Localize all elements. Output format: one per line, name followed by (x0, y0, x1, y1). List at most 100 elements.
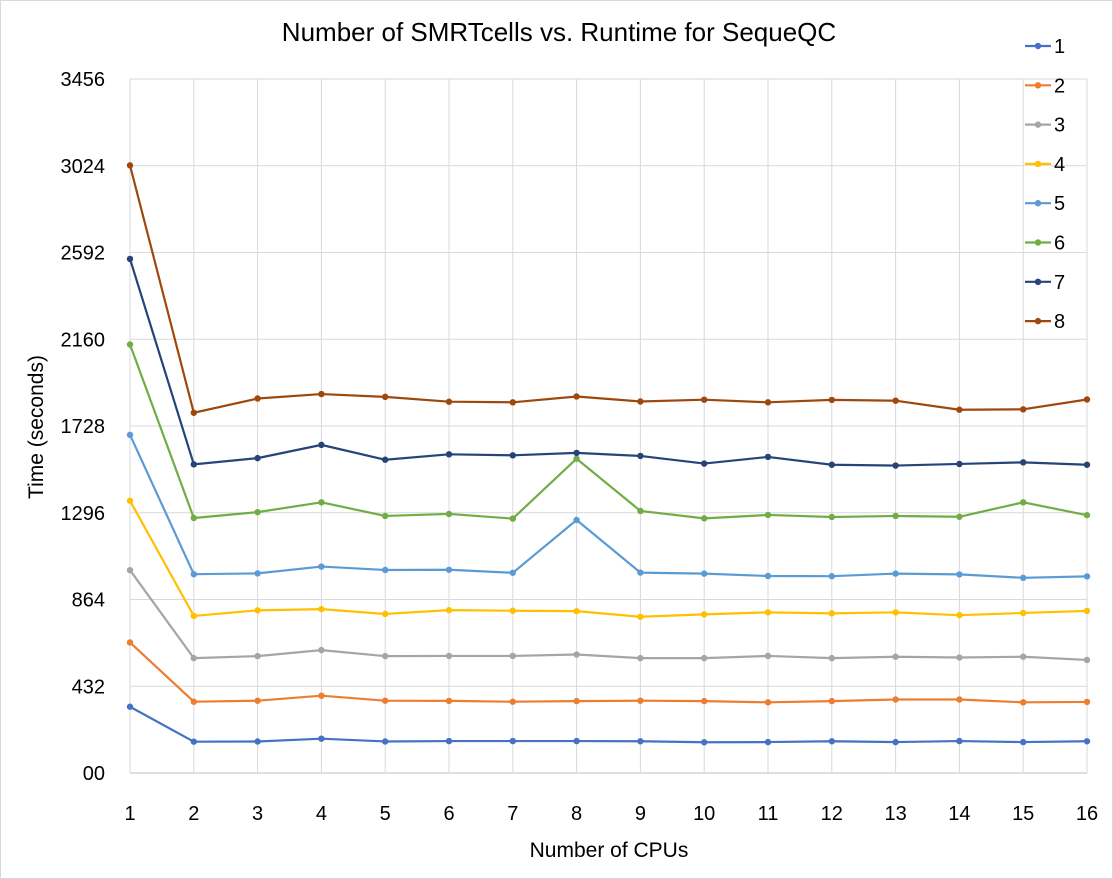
legend-item: 5 (1025, 193, 1065, 215)
data-point (892, 653, 899, 660)
data-point (701, 515, 708, 522)
x-tick-label: 5 (380, 803, 391, 825)
series-line (128, 165, 1088, 414)
data-point (637, 569, 644, 576)
data-point (445, 606, 453, 614)
data-point (382, 393, 389, 401)
series-8 (126, 162, 1091, 416)
data-point (190, 461, 197, 468)
legend-label: 8 (1054, 311, 1065, 333)
legend-item: 6 (1025, 233, 1065, 255)
data-point (892, 609, 899, 616)
y-tick-label: 1296 (61, 503, 106, 525)
data-point (701, 396, 708, 403)
data-point (1020, 609, 1027, 617)
series-2 (126, 639, 1091, 706)
y-tick-label: 1728 (61, 416, 106, 438)
legend-label: 7 (1054, 272, 1065, 294)
legend-item: 3 (1025, 115, 1065, 137)
data-point (892, 570, 899, 577)
data-point (382, 610, 389, 618)
legend-swatch-marker (1034, 42, 1042, 50)
data-point (956, 611, 963, 619)
data-point (190, 409, 197, 416)
x-tick-label: 7 (507, 803, 518, 825)
x-tick-label: 6 (443, 803, 454, 825)
data-point (509, 515, 516, 522)
y-tick-label: 3024 (61, 156, 106, 178)
data-point (318, 563, 325, 570)
data-point (318, 390, 325, 398)
data-point (1020, 459, 1027, 466)
data-point (318, 646, 325, 654)
data-point (637, 697, 644, 704)
data-point (701, 570, 708, 577)
series-6 (126, 341, 1091, 522)
y-tick-label: 2160 (61, 329, 106, 351)
legend-label: 2 (1054, 75, 1065, 97)
x-tick-label: 15 (1012, 803, 1034, 825)
data-point (126, 255, 134, 263)
y-tick-label: 00 (83, 763, 105, 785)
data-point (509, 569, 516, 576)
x-tick-label: 16 (1076, 803, 1098, 825)
data-point (956, 696, 963, 703)
data-point (318, 499, 325, 506)
y-tick-label: 432 (72, 676, 105, 698)
data-point (1083, 738, 1091, 745)
x-tick-label: 3 (252, 803, 263, 825)
data-point (701, 697, 708, 705)
legend-swatch-marker (1034, 200, 1042, 207)
legend-item: 8 (1025, 311, 1065, 333)
data-point (190, 570, 197, 578)
y-tick-label: 864 (72, 590, 105, 612)
legend-swatch-marker (1034, 82, 1042, 89)
data-point (573, 393, 580, 400)
data-point (445, 398, 453, 405)
x-tick-label: 13 (884, 803, 906, 825)
data-point (382, 512, 389, 520)
legend-item: 2 (1025, 75, 1065, 97)
data-point (1020, 699, 1027, 706)
x-tick-label: 9 (635, 803, 646, 825)
data-point (701, 611, 708, 618)
data-point (828, 654, 835, 662)
data-point (254, 652, 261, 660)
data-point (828, 513, 835, 521)
data-point (637, 452, 644, 460)
x-tick-label: 4 (316, 803, 327, 825)
data-point (126, 497, 134, 504)
data-point (892, 738, 899, 746)
data-point (126, 341, 134, 348)
legend-swatch-marker (1034, 160, 1042, 168)
data-point (382, 652, 389, 660)
data-point (637, 613, 644, 620)
legend-item: 4 (1025, 154, 1065, 176)
series-line (129, 641, 1088, 704)
data-point (701, 460, 708, 467)
data-point (254, 570, 261, 577)
legend-item: 1 (1025, 36, 1065, 58)
data-point (318, 735, 325, 742)
data-point (254, 607, 261, 614)
data-point (956, 737, 963, 745)
data-point (892, 696, 899, 703)
series-7 (126, 255, 1091, 469)
series-1 (126, 703, 1091, 746)
data-point (190, 654, 197, 662)
data-point (573, 607, 580, 615)
data-point (1083, 607, 1091, 615)
x-axis-title: Number of CPUs (530, 839, 689, 862)
data-point (126, 431, 134, 439)
series-line (129, 705, 1088, 744)
data-point (764, 572, 772, 580)
data-point (637, 738, 644, 745)
data-point (828, 461, 835, 468)
data-point (126, 639, 134, 646)
data-point (828, 573, 835, 580)
data-point (828, 396, 835, 404)
data-point (445, 510, 453, 518)
data-point (509, 452, 516, 459)
